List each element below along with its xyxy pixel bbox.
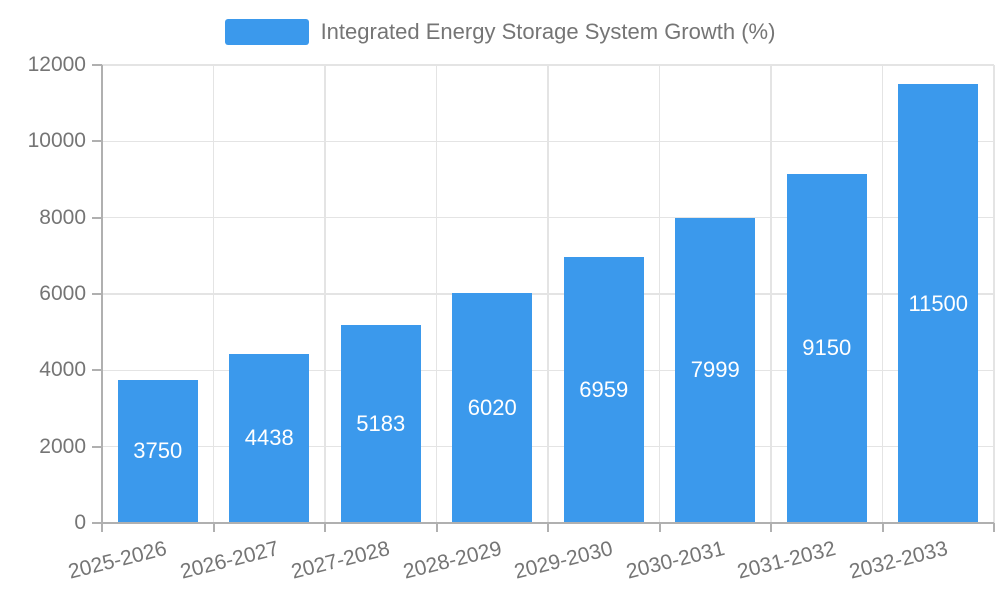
bar[interactable] [340, 325, 421, 523]
bar[interactable] [786, 173, 867, 523]
x-tick [212, 523, 215, 532]
bar-value-label: 4438 [244, 425, 294, 451]
y-tick-label: 12000 [27, 53, 86, 76]
x-tick [881, 523, 884, 532]
gridline-v [770, 65, 772, 523]
y-tick [92, 369, 102, 372]
bar-value-label: 6020 [467, 395, 517, 421]
x-tick-label: 2030-2031 [623, 537, 727, 584]
x-tick-label: 2029-2030 [512, 537, 616, 584]
gridline-v [881, 65, 884, 523]
y-tick [92, 140, 102, 143]
bar-value-label: 5183 [356, 411, 406, 437]
bar[interactable] [452, 293, 533, 523]
y-tick [92, 64, 102, 66]
x-tick [658, 523, 661, 532]
gridline-v [212, 65, 215, 523]
bar[interactable] [898, 84, 979, 523]
bar-value-label: 6959 [579, 377, 629, 403]
y-axis-line [101, 65, 103, 523]
bar[interactable] [117, 379, 198, 523]
gridline-v [324, 65, 326, 523]
y-tick-label: 4000 [39, 358, 86, 382]
gridline-v [435, 65, 438, 523]
gridline-v [993, 65, 995, 523]
bar-value-label: 7999 [690, 357, 740, 383]
bar[interactable] [229, 353, 310, 523]
gridline-v [547, 65, 549, 523]
x-axis-line [92, 522, 994, 524]
x-tick-label: 2031-2032 [735, 537, 839, 584]
bar[interactable] [563, 257, 644, 523]
x-tick-label: 2026-2027 [177, 537, 281, 584]
bar-value-label: 11500 [908, 290, 969, 316]
y-tick [92, 445, 102, 448]
bar-value-label: 3750 [133, 438, 183, 464]
bar-value-label: 9150 [802, 335, 852, 361]
x-tick-label: 2032-2033 [846, 537, 950, 584]
x-tick-label: 2028-2029 [400, 537, 504, 584]
gridline-v [658, 65, 661, 523]
x-tick [770, 523, 772, 532]
bar[interactable] [675, 217, 756, 523]
y-tick [92, 522, 102, 524]
x-tick [993, 523, 995, 532]
y-tick [92, 293, 102, 295]
y-tick-label: 10000 [27, 129, 86, 153]
x-tick [547, 523, 549, 532]
y-tick-label: 0 [74, 511, 86, 534]
legend[interactable]: Integrated Energy Storage System Growth … [0, 19, 1000, 45]
x-tick-label: 2025-2026 [66, 537, 170, 584]
x-tick [435, 523, 438, 532]
y-tick-label: 6000 [39, 282, 86, 305]
legend-label: Integrated Energy Storage System Growth … [320, 19, 776, 44]
x-tick [101, 523, 103, 532]
legend-swatch [224, 19, 309, 45]
y-tick-label: 2000 [39, 434, 86, 458]
x-tick [324, 523, 326, 532]
y-tick-label: 8000 [39, 205, 86, 229]
x-tick-label: 2027-2028 [289, 537, 393, 584]
y-tick [92, 216, 102, 219]
